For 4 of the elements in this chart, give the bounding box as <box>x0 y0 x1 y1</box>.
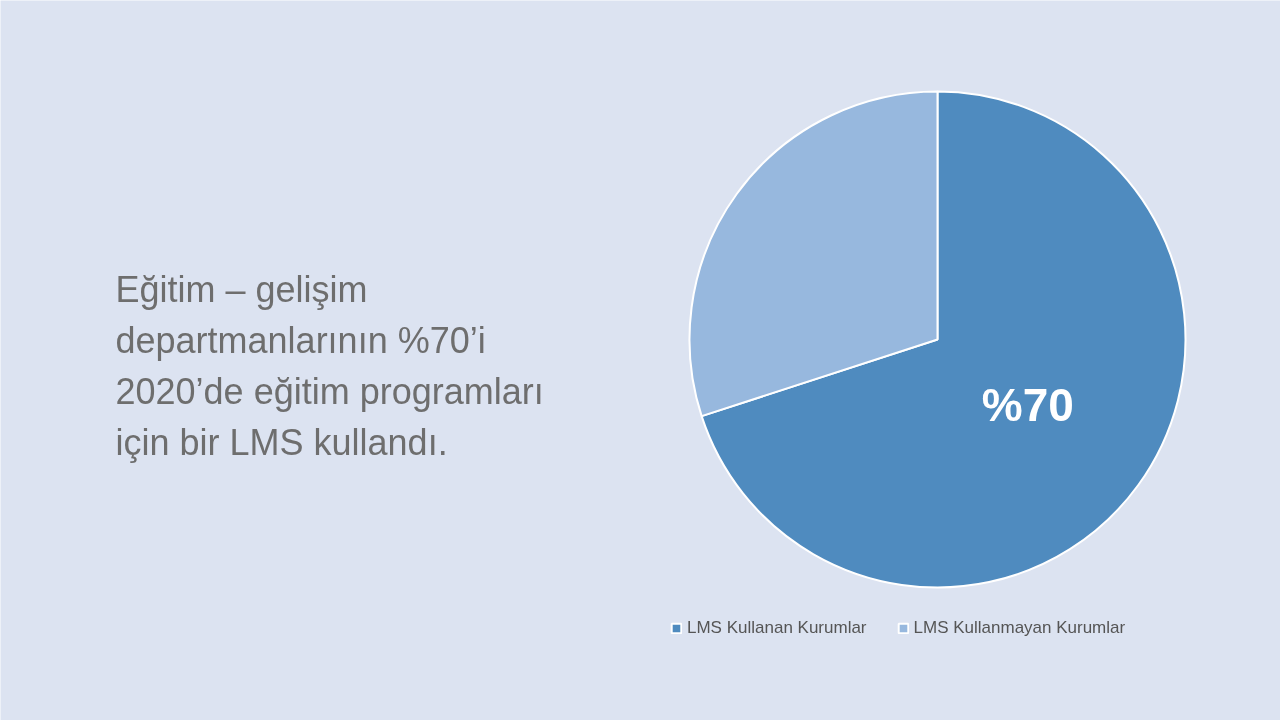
text: Eğitim – gelişim departmanlarının %70’i 2020’de eğitim programları için bir LMS kullandı. <box>115 269 544 463</box>
data-label: %70 <box>981 379 1074 432</box>
legend-label: LMS Kullanmayan Kurumlar <box>913 618 1126 638</box>
legend-label: LMS Kullanan Kurumlar <box>687 618 867 638</box>
